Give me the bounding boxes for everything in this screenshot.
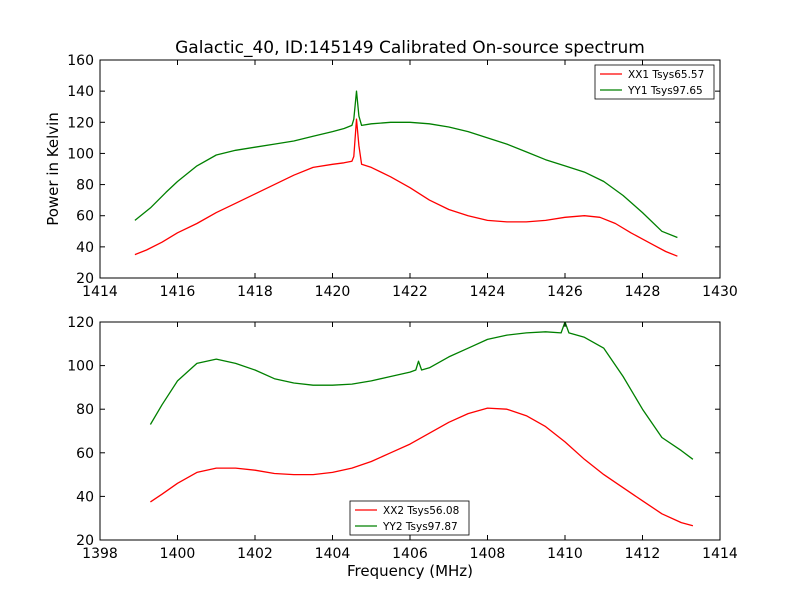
y-tick-label: 120 — [67, 115, 94, 131]
top-tick-layer: 1414 1416 1418 1420 1422 1424 1426 1428 1430 20 40… — [67, 53, 738, 300]
x-tick-label: 1422 — [392, 284, 428, 300]
y-tick-label: 40 — [76, 240, 94, 256]
legend-xx2-label: XX2 Tsys56.08 — [383, 505, 459, 517]
y-tick-label: 60 — [76, 209, 94, 225]
y-tick-label: 80 — [76, 402, 94, 418]
x-tick-label: 1424 — [470, 284, 506, 300]
bottom-tick-layer: 1398 1400 1402 1404 1406 1408 1410 1412 1414 20 40… — [67, 315, 738, 562]
x-tick-label: 1416 — [160, 284, 196, 300]
y-tick-label: 160 — [67, 53, 94, 69]
bottom-x-axis-label: Frequency (MHz) — [347, 562, 473, 580]
y-tick-label: 140 — [67, 84, 94, 100]
y-tick-label: 60 — [76, 446, 94, 462]
x-tick-label: 1414 — [702, 546, 738, 562]
y-tick-label: 120 — [67, 315, 94, 331]
legend-yy1-label: YY1 Tsys97.65 — [627, 85, 703, 97]
top-series-layer — [134, 90, 678, 257]
bottom-legend-box — [349, 500, 470, 536]
top-legend: XX1 Tsys65.57 YY1 Tsys97.65 — [594, 64, 715, 100]
y-tick-label: 20 — [76, 533, 94, 549]
series-line-yy1 — [134, 90, 678, 239]
x-tick-label: 1428 — [625, 284, 661, 300]
top-y-axis-label: Power in Kelvin — [44, 112, 62, 226]
x-tick-label: 1408 — [470, 546, 506, 562]
x-tick-label: 1398 — [82, 546, 118, 562]
x-tick-label: 1412 — [625, 546, 661, 562]
x-tick-label: 1404 — [315, 546, 351, 562]
y-tick-label: 80 — [76, 178, 94, 194]
x-tick-label: 1400 — [160, 546, 196, 562]
series-line-xx2 — [150, 407, 694, 527]
series-line-xx1 — [134, 118, 678, 257]
top-subplot: 1414 1416 1418 1420 1422 1424 1426 1428 1430 20 40… — [44, 53, 738, 300]
x-tick-label: 1426 — [547, 284, 583, 300]
y-tick-label: 100 — [67, 359, 94, 375]
bottom-subplot: 1398 1400 1402 1404 1406 1408 1410 1412 1414 20 40… — [67, 315, 738, 580]
legend-xx1-label: XX1 Tsys65.57 — [628, 69, 704, 81]
x-tick-label: 1430 — [702, 284, 738, 300]
series-line-yy2 — [149, 321, 694, 460]
top-legend-box — [594, 64, 715, 100]
bottom-legend: XX2 Tsys56.08 YY2 Tsys97.87 — [349, 500, 470, 536]
y-tick-label: 40 — [76, 489, 94, 505]
y-tick-label: 100 — [67, 146, 94, 162]
x-tick-label: 1418 — [237, 284, 273, 300]
bottom-series-layer — [149, 321, 694, 527]
x-tick-label: 1410 — [547, 546, 583, 562]
y-tick-label: 20 — [76, 271, 94, 287]
x-tick-label: 1402 — [237, 546, 273, 562]
legend-yy2-label: YY2 Tsys97.87 — [382, 521, 458, 533]
chart-title: Galactic_40, ID:145149 Calibrated On-sou… — [175, 38, 645, 58]
x-tick-label: 1414 — [82, 284, 118, 300]
x-tick-label: 1406 — [392, 546, 428, 562]
x-tick-label: 1420 — [315, 284, 351, 300]
